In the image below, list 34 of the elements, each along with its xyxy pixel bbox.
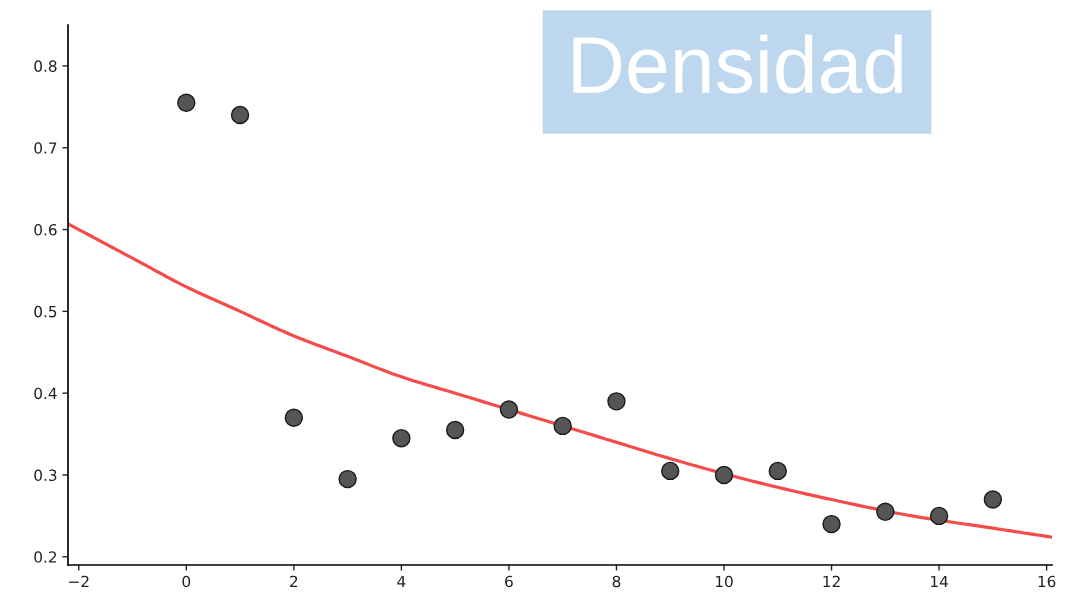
point — [661, 461, 680, 481]
x-tick-label: 12 — [823, 575, 840, 588]
point — [768, 461, 787, 481]
x-tick-label: 14 — [931, 575, 948, 588]
point — [392, 428, 411, 448]
x-tick-label: 10 — [715, 575, 733, 588]
y-tick-label: 0.6 — [34, 224, 57, 236]
y-tick-label: 0.2 — [34, 551, 57, 563]
point — [553, 416, 572, 436]
point — [929, 506, 949, 526]
x-tick-label: 4 — [397, 575, 406, 588]
point — [822, 514, 841, 534]
point — [876, 502, 895, 522]
y-tick-label: 0.7 — [34, 142, 57, 154]
point — [177, 93, 196, 112]
y-tick-label: 0.5 — [34, 305, 57, 318]
x-tick-label: 6 — [505, 575, 513, 588]
x-tick-label: −2 — [69, 575, 89, 588]
y-tick-label: 0.3 — [34, 469, 57, 482]
point — [338, 469, 357, 489]
x-tick-label: 8 — [612, 575, 621, 588]
x-tick-label: 16 — [1038, 575, 1056, 588]
point — [499, 400, 519, 419]
point — [983, 490, 1003, 509]
y-tick-label: 0.4 — [34, 387, 57, 400]
x-tick-label: 2 — [290, 575, 298, 588]
point — [445, 420, 465, 440]
x-tick-label: 0 — [182, 575, 191, 588]
point — [230, 105, 250, 125]
y-tick-label: 0.8 — [34, 60, 57, 72]
point — [284, 408, 304, 427]
point — [714, 465, 734, 485]
chart-title: Densidad — [573, 34, 902, 94]
point — [607, 392, 626, 411]
